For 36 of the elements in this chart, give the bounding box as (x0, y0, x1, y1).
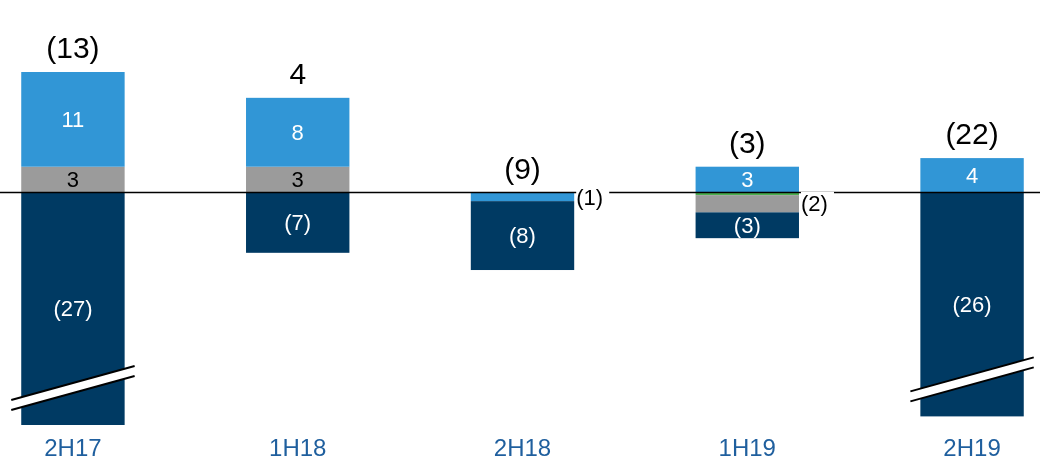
data-label: (2) (800, 191, 828, 217)
data-label: 3 (291, 167, 304, 193)
bar (21, 72, 125, 167)
bar (695, 195, 799, 213)
total-label: (9) (504, 151, 541, 185)
data-label: (8) (509, 223, 536, 249)
bar (695, 166, 799, 193)
data-label: (7) (284, 210, 312, 236)
bar (246, 166, 350, 193)
bar (246, 192, 350, 253)
data-label: 3 (741, 167, 754, 193)
total-label: (22) (945, 117, 999, 151)
x-tick-label: 2H18 (493, 434, 552, 461)
x-tick-label: 1H19 (718, 434, 776, 461)
bar (920, 192, 1024, 417)
bar (246, 97, 350, 167)
bar (21, 166, 125, 193)
data-label: (26) (952, 292, 992, 318)
bar (695, 212, 799, 239)
data-label: 4 (965, 163, 979, 189)
bar (21, 192, 125, 425)
total-label: 4 (289, 56, 307, 90)
bar (920, 158, 1024, 193)
data-label: 3 (66, 167, 80, 193)
total-label: (3) (728, 125, 766, 159)
bar (470, 192, 575, 202)
data-label: (3) (733, 212, 761, 238)
data-label: 8 (291, 119, 304, 145)
total-label: (13) (46, 31, 100, 64)
data-label: (27) (53, 296, 93, 322)
x-tick-label: 2H19 (943, 434, 1001, 461)
data-label: 11 (61, 107, 85, 133)
x-tick-label: 1H18 (269, 434, 327, 461)
data-label: (1) (576, 184, 604, 210)
bar (470, 201, 575, 271)
x-tick-label: 2H17 (44, 434, 102, 461)
